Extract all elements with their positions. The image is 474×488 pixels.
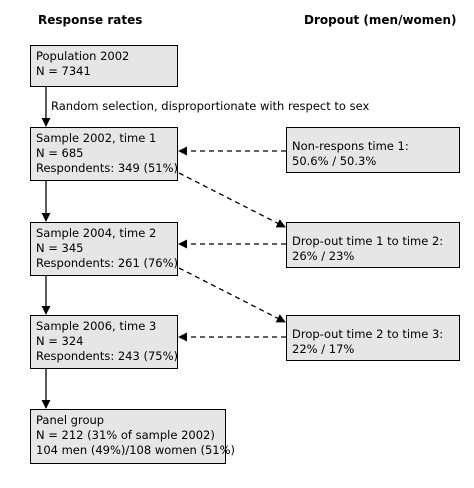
edge-label-random-selection: Random selection, disproportionate with … [51,99,370,113]
box-line: Drop-out time 2 to time 3: [292,327,444,341]
box-sample-2004: Sample 2004, time 2 N = 345 Respondents:… [30,222,178,276]
box-line: Non-respons time 1: [292,139,409,153]
box-panel-group: Panel group N = 212 (31% of sample 2002)… [30,409,236,464]
box-line: Panel group [36,413,105,427]
arrow-sample2002-to-dropout2 [178,172,286,228]
box-dropout-time-1-to-2: Drop-out time 1 to time 2: 26% / 23% [286,222,460,268]
arrow-sample2004-to-dropout3 [178,267,286,323]
box-line: N = 345 [36,241,84,255]
box-line: N = 7341 [36,64,91,78]
box-line: Sample 2004, time 2 [36,226,157,240]
box-dropout-time-2-to-3: Drop-out time 2 to time 3: 22% / 17% [286,315,460,361]
box-line: 104 men (49%)/108 women (51%) [36,443,236,457]
box-line: Sample 2006, time 3 [36,319,157,333]
box-population-2002: Population 2002 N = 7341 [30,45,178,87]
box-line: 22% / 17% [292,342,355,356]
box-line: Respondents: 349 (51%) [36,161,178,175]
box-line: Population 2002 [36,49,130,63]
box-line: N = 324 [36,334,84,348]
box-sample-2006: Sample 2006, time 3 N = 324 Respondents:… [30,315,178,369]
box-line: N = 685 [36,146,84,160]
box-line: Drop-out time 1 to time 2: [292,234,444,248]
box-line: Respondents: 261 (76%) [36,256,178,270]
box-line: 50.6% / 50.3% [292,154,377,168]
box-line: Respondents: 243 (75%) [36,349,178,363]
box-line: N = 212 (31% of sample 2002) [36,428,215,442]
box-line: 26% / 23% [292,249,355,263]
heading-dropout: Dropout (men/women) [304,13,457,27]
heading-response-rates: Response rates [38,13,143,27]
box-dropout-time-1: Non-respons time 1: 50.6% / 50.3% [286,127,460,173]
box-sample-2002: Sample 2002, time 1 N = 685 Respondents:… [30,127,178,181]
box-line: Sample 2002, time 1 [36,131,157,145]
